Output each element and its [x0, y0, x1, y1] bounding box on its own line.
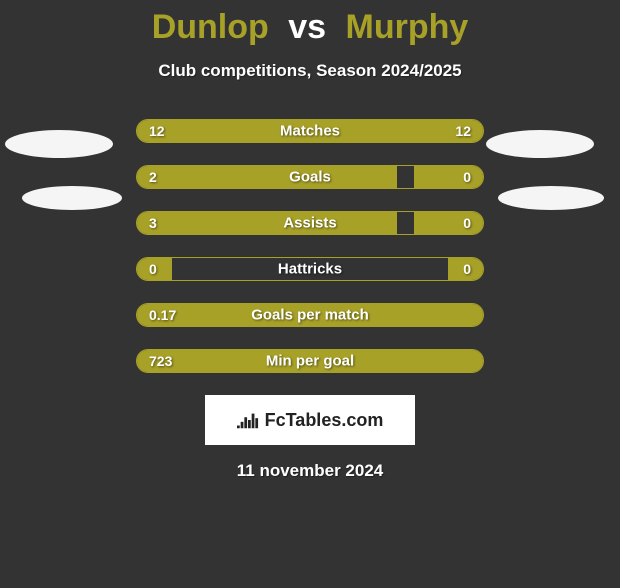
stat-row-assists: 3 0 Assists — [136, 211, 484, 235]
decorative-ellipse-2 — [486, 130, 594, 158]
decorative-ellipse-3 — [498, 186, 604, 210]
bar-right — [414, 166, 483, 188]
stat-label: Min per goal — [266, 353, 354, 370]
barchart-icon — [237, 411, 259, 429]
date: 11 november 2024 — [0, 461, 620, 481]
logo-box: FcTables.com — [205, 395, 415, 445]
stat-row-matches: 12 12 Matches — [136, 119, 484, 143]
player2-name: Murphy — [346, 8, 469, 46]
stat-value-right: 0 — [463, 261, 471, 277]
stat-row-goals-per-match: 0.17 Goals per match — [136, 303, 484, 327]
comparison-title: Dunlop vs Murphy — [0, 8, 620, 47]
stat-label: Goals — [289, 169, 331, 186]
bar-left — [137, 212, 397, 234]
stat-value-left: 723 — [149, 353, 172, 369]
vs-text: vs — [288, 8, 326, 46]
stat-label: Assists — [283, 215, 336, 232]
logo-text: FcTables.com — [265, 410, 384, 431]
stat-label: Matches — [280, 123, 340, 140]
stat-value-right: 12 — [455, 123, 471, 139]
stat-row-hattricks: 0 0 Hattricks — [136, 257, 484, 281]
stats-rows: 12 12 Matches 2 0 Goals 3 0 Assists 0 0 Hattricks 0.… — [136, 119, 484, 373]
bar-left — [137, 166, 397, 188]
subtitle: Club competitions, Season 2024/2025 — [0, 61, 620, 81]
stat-value-left: 2 — [149, 169, 157, 185]
stat-row-goals: 2 0 Goals — [136, 165, 484, 189]
stat-value-left: 0 — [149, 261, 157, 277]
stat-label: Goals per match — [251, 307, 369, 324]
decorative-ellipse-1 — [22, 186, 122, 210]
stat-value-right: 0 — [463, 169, 471, 185]
player1-name: Dunlop — [152, 8, 269, 46]
stat-value-left: 3 — [149, 215, 157, 231]
stat-value-left: 0.17 — [149, 307, 176, 323]
bar-right — [414, 212, 483, 234]
stat-row-min-per-goal: 723 Min per goal — [136, 349, 484, 373]
stat-value-left: 12 — [149, 123, 165, 139]
stat-value-right: 0 — [463, 215, 471, 231]
stat-label: Hattricks — [278, 261, 342, 278]
decorative-ellipse-0 — [5, 130, 113, 158]
